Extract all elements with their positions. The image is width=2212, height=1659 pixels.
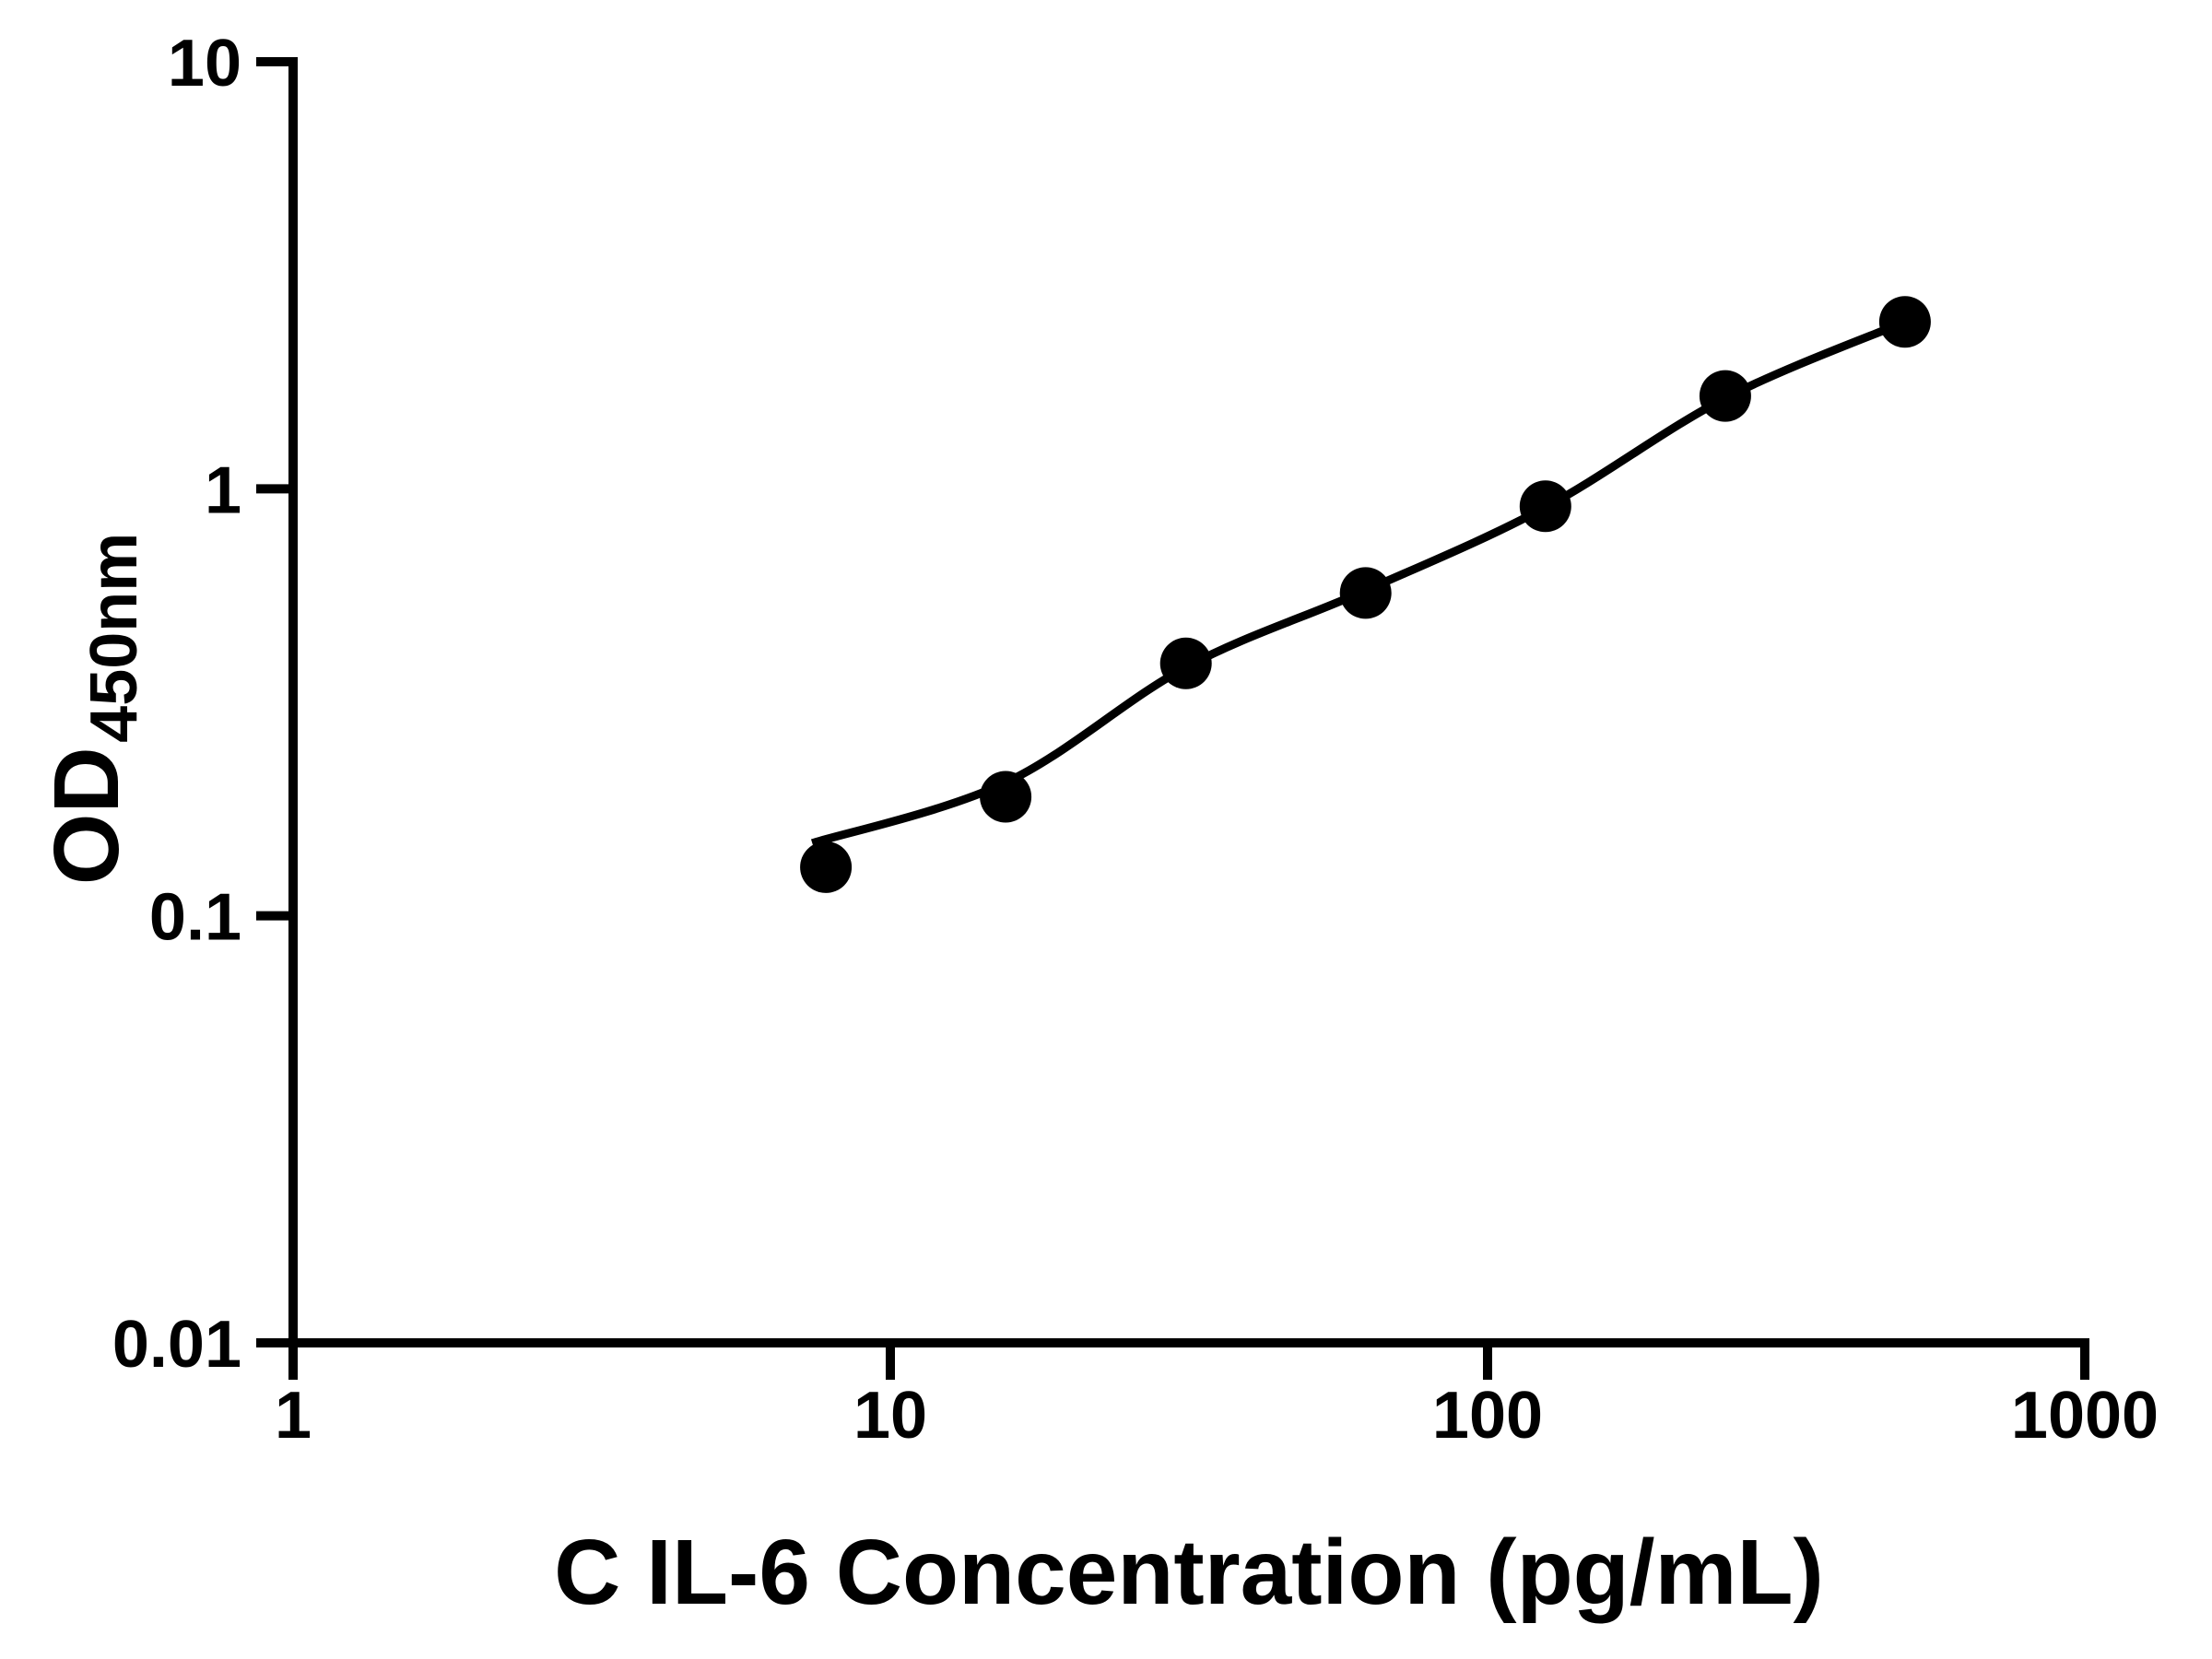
y-axis-title: OD 450nm [35, 533, 151, 886]
data-point-marker [1878, 296, 1931, 348]
data-point-marker [1519, 480, 1571, 533]
y-tick-label: 0.1 [149, 881, 241, 955]
y-axis-title-main: OD [35, 747, 138, 885]
plot-series [800, 296, 1931, 893]
data-point-marker [1339, 567, 1392, 619]
data-point-marker [800, 841, 853, 893]
data-point-marker [980, 771, 1032, 823]
y-tick-label: 10 [168, 27, 241, 100]
x-tick-label: 10 [853, 1379, 927, 1453]
x-tick-label: 1000 [2011, 1379, 2159, 1453]
axes: 1 10 100 1000 10 1 0.1 0.01 [112, 27, 2159, 1453]
y-tick-label: 0.01 [112, 1308, 241, 1382]
x-axis-title: C IL-6 Concentration (pg/mL) [554, 1521, 1824, 1624]
y-axis-title-sub: 450nm [77, 533, 151, 743]
y-tick-label: 1 [205, 453, 241, 527]
data-point-marker [1699, 370, 1751, 422]
data-point-marker [1159, 637, 1212, 689]
x-tick-label: 100 [1432, 1379, 1543, 1453]
x-tick-label: 1 [275, 1379, 312, 1453]
